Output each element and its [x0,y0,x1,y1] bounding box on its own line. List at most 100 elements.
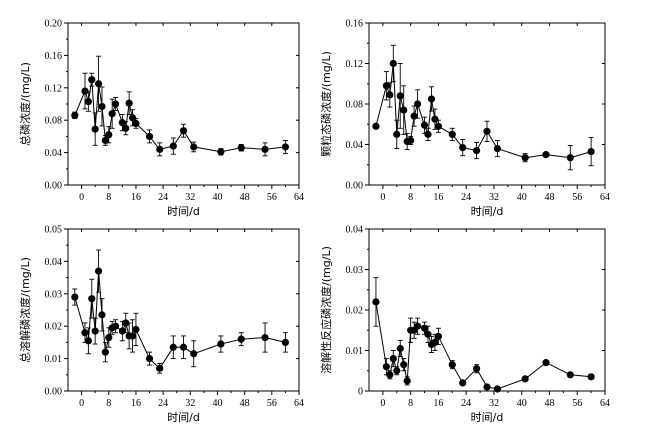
particulate-p-x-tick-label: 48 [544,192,554,203]
particulate-p-x-tick-label: 40 [517,192,527,203]
dissolved-p-data-point [84,337,92,345]
particulate-p-data-point [483,127,491,135]
particulate-p-x-tick-label: 0 [380,192,385,203]
total-p-y-axis-title: 总磷浓度/(mg/L) [18,62,32,146]
particulate-p-data-point [389,59,397,68]
reactive-p-data-point [386,371,394,379]
particulate-p-x-tick-label: 24 [461,192,471,203]
total-p-x-tick-label: 32 [185,192,195,203]
particulate-p-x-tick-label: 64 [600,192,610,203]
dissolved-p-x-tick-label: 32 [185,398,195,409]
particulate-p-data-point [521,154,529,162]
dissolved-p-y-tick-label: 0.03 [45,289,63,300]
reactive-p-data-point [403,377,411,385]
dissolved-p-x-tick-label: 48 [240,398,250,409]
reactive-p-x-tick-label: 40 [517,398,527,409]
total-p-data-point [81,87,89,95]
total-p-data-point [88,76,96,84]
particulate-p-data-point [566,154,574,162]
dissolved-p-data-point [217,340,225,348]
dissolved-p-data-point [145,355,154,363]
reactive-p-data-point [493,385,502,393]
chart-particulate-p: 0 8 16 24 32 40 48 56 64 0.00 0.04 0.08 0.12 0.16 时间/d… [319,19,610,219]
particulate-p-y-tick-label: 0.16 [346,19,364,30]
particulate-p-data-point [587,147,595,156]
reactive-p-data-point [424,330,432,338]
reactive-p-data-point [472,365,481,373]
total-p-data-point [122,124,130,132]
reactive-p-y-tick-label: 0.01 [346,346,364,357]
particulate-p-data-point [372,122,380,130]
particulate-p-data-point [413,100,422,108]
total-p-data-point [281,143,290,151]
dissolved-p-data-point [122,319,130,327]
total-p-y-tick-label: 0.20 [45,19,63,30]
particulate-p-data-point [386,91,394,99]
reactive-p-data-point [393,367,401,375]
dissolved-p-data-point [98,311,106,319]
total-p-data-point [190,143,198,151]
reactive-p-data-point [413,322,422,330]
reactive-p-data-point [542,359,550,367]
particulate-p-data-point [493,144,502,153]
total-p-data-point [179,127,188,135]
total-p-x-tick-label: 8 [106,192,111,203]
total-p-y-tick-label: 0.16 [45,51,63,62]
dissolved-p-data-point [105,333,113,342]
dissolved-p-data-point [101,348,109,356]
dissolved-p-x-tick-label: 0 [79,398,84,409]
particulate-p-x-tick-label: 16 [433,192,443,203]
dissolved-p-y-tick-label: 0.04 [45,257,63,268]
dissolved-p-x-tick-label: 64 [294,398,304,409]
total-p-data-point [98,102,106,111]
reactive-p-data-point [372,298,380,306]
total-p-x-tick-label: 64 [294,192,304,203]
total-p-x-tick-label: 0 [79,192,84,203]
total-p-data-point [101,136,109,145]
particulate-p-y-tick-label: 0.12 [346,59,364,70]
total-p-data-point [217,148,225,156]
reactive-p-data-point [434,332,443,340]
total-p-x-axis-title: 时间/d [167,205,200,218]
reactive-p-y-tick-label: 0 [358,387,363,398]
dissolved-p-data-point [88,295,96,303]
dissolved-p-data-point [81,329,89,337]
reactive-p-x-tick-label: 32 [489,398,499,409]
reactive-p-data-point [483,383,491,391]
dissolved-p-x-tick-label: 8 [106,398,111,409]
reactive-p-y-tick-label: 0.04 [346,225,364,236]
particulate-p-data-point [427,95,436,103]
particulate-p-data-point [396,92,404,100]
total-p-y-tick-label: 0.08 [45,116,63,127]
dissolved-p-x-tick-label: 16 [131,398,141,409]
dissolved-p-data-point [156,364,164,372]
reactive-p-y-axis-title: 溶解性反应磷浓度/(mg/L) [319,246,333,374]
total-p-data-point [145,132,154,140]
particulate-p-data-point [400,106,408,114]
dissolved-p-y-tick-label: 0.01 [45,354,63,365]
particulate-p-x-tick-label: 56 [572,192,582,203]
total-p-data-point [91,125,99,133]
total-p-data-point [105,131,113,139]
dissolved-p-data-point [91,327,99,335]
total-p-data-point [111,100,120,108]
total-p-y-tick-label: 0.12 [45,83,63,94]
dissolved-p-x-tick-label: 24 [158,398,168,409]
total-p-data-point [169,142,177,150]
reactive-p-x-tick-label: 16 [433,398,443,409]
total-p-data-point [128,114,137,122]
reactive-p-x-tick-label: 24 [461,398,471,409]
reactive-p-series-line [375,301,592,390]
dissolved-p-data-point [190,350,198,358]
dissolved-p-data-point [281,338,290,346]
particulate-p-y-tick-label: 0.00 [346,181,364,192]
reactive-p-x-tick-label: 8 [408,398,413,409]
reactive-p-y-tick-label: 0.03 [346,265,364,276]
particulate-p-data-point [407,136,415,145]
reactive-p-data-point [566,371,574,379]
total-p-data-point [261,145,269,153]
particulate-p-data-point [434,122,443,130]
reactive-p-data-point [521,375,529,383]
chart-reactive-p: 0 8 16 24 32 40 48 56 64 0 0.01 0.02 0.03 0.04 时间/d 溶解性… [319,225,610,425]
